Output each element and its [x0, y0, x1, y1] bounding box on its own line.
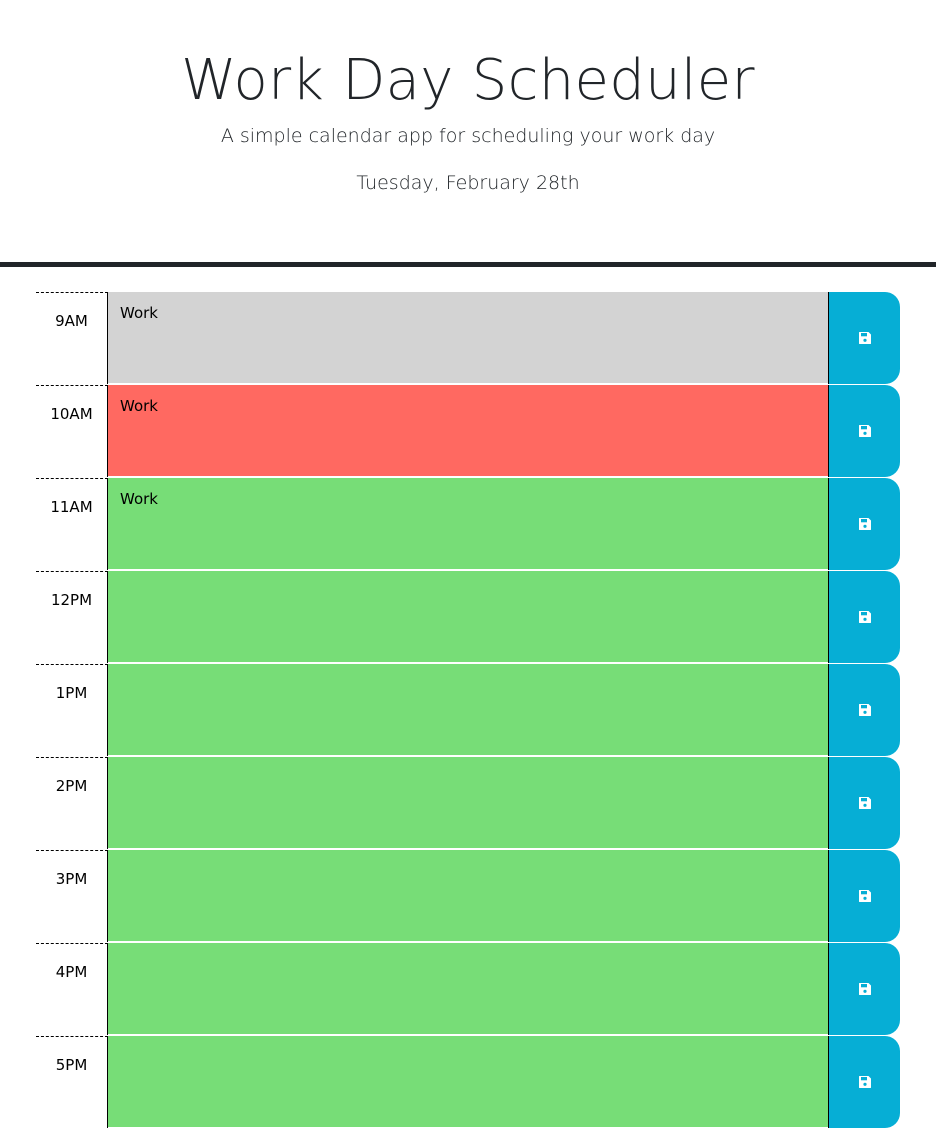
- description-input[interactable]: [108, 385, 828, 477]
- floppy-disk-icon: [858, 331, 872, 345]
- save-button[interactable]: [828, 571, 900, 663]
- hour-label: 5PM: [36, 1036, 108, 1128]
- floppy-disk-icon: [858, 889, 872, 903]
- page-title: Work Day Scheduler: [181, 48, 755, 113]
- time-block: 5PM: [36, 1036, 900, 1128]
- hour-label: 2PM: [36, 757, 108, 849]
- save-button[interactable]: [828, 292, 900, 384]
- floppy-disk-icon: [858, 610, 872, 624]
- time-block: 9AM: [36, 292, 900, 384]
- floppy-disk-icon: [858, 1075, 872, 1089]
- save-button[interactable]: [828, 664, 900, 756]
- hour-label: 9AM: [36, 292, 108, 384]
- time-block: 10AM: [36, 385, 900, 477]
- floppy-disk-icon: [858, 796, 872, 810]
- time-block-list: 9AM 10AM 11AM: [36, 292, 900, 1129]
- time-block: 2PM: [36, 757, 900, 849]
- save-button[interactable]: [828, 478, 900, 570]
- description-input[interactable]: [108, 1036, 828, 1128]
- description-input[interactable]: [108, 664, 828, 756]
- hour-label: 10AM: [36, 385, 108, 477]
- hour-label: 4PM: [36, 943, 108, 1035]
- jumbotron-header: Work Day Scheduler A simple calendar app…: [0, 0, 936, 267]
- time-block: 4PM: [36, 943, 900, 1035]
- description-input[interactable]: [108, 292, 828, 384]
- description-input[interactable]: [108, 943, 828, 1035]
- time-block: 3PM: [36, 850, 900, 942]
- save-button[interactable]: [828, 850, 900, 942]
- time-block: 1PM: [36, 664, 900, 756]
- hour-label: 11AM: [36, 478, 108, 570]
- time-block: 12PM: [36, 571, 900, 663]
- save-button[interactable]: [828, 757, 900, 849]
- floppy-disk-icon: [858, 424, 872, 438]
- time-block: 11AM: [36, 478, 900, 570]
- page-lead: A simple calendar app for scheduling you…: [220, 125, 716, 147]
- hour-label: 3PM: [36, 850, 108, 942]
- floppy-disk-icon: [858, 703, 872, 717]
- save-button[interactable]: [828, 1036, 900, 1128]
- current-day: Tuesday, February 28th: [356, 172, 580, 194]
- description-input[interactable]: [108, 571, 828, 663]
- save-button[interactable]: [828, 943, 900, 1035]
- floppy-disk-icon: [858, 517, 872, 531]
- description-input[interactable]: [108, 757, 828, 849]
- save-button[interactable]: [828, 385, 900, 477]
- description-input[interactable]: [108, 850, 828, 942]
- hour-label: 1PM: [36, 664, 108, 756]
- description-input[interactable]: [108, 478, 828, 570]
- hour-label: 12PM: [36, 571, 108, 663]
- floppy-disk-icon: [858, 982, 872, 996]
